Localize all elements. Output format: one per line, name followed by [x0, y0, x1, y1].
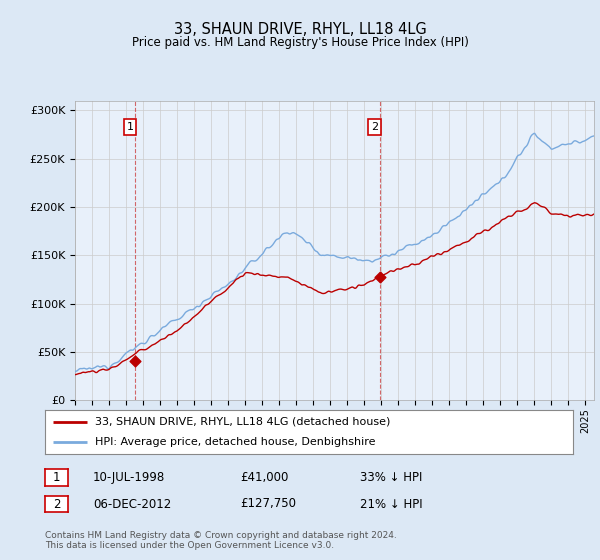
- Text: 10-JUL-1998: 10-JUL-1998: [93, 470, 165, 484]
- Text: £127,750: £127,750: [240, 497, 296, 511]
- Text: 33, SHAUN DRIVE, RHYL, LL18 4LG: 33, SHAUN DRIVE, RHYL, LL18 4LG: [173, 22, 427, 38]
- Text: 33, SHAUN DRIVE, RHYL, LL18 4LG (detached house): 33, SHAUN DRIVE, RHYL, LL18 4LG (detache…: [95, 417, 391, 427]
- Text: 2: 2: [53, 497, 60, 511]
- Point: [375, 273, 385, 282]
- Text: Price paid vs. HM Land Registry's House Price Index (HPI): Price paid vs. HM Land Registry's House …: [131, 36, 469, 49]
- Text: 06-DEC-2012: 06-DEC-2012: [93, 497, 171, 511]
- Text: 1: 1: [53, 470, 60, 484]
- Text: £41,000: £41,000: [240, 470, 289, 484]
- Text: 2: 2: [371, 122, 379, 132]
- Point: [130, 356, 140, 365]
- Text: Contains HM Land Registry data © Crown copyright and database right 2024.
This d: Contains HM Land Registry data © Crown c…: [45, 531, 397, 550]
- Text: 33% ↓ HPI: 33% ↓ HPI: [360, 470, 422, 484]
- Text: 21% ↓ HPI: 21% ↓ HPI: [360, 497, 422, 511]
- Text: HPI: Average price, detached house, Denbighshire: HPI: Average price, detached house, Denb…: [95, 437, 376, 447]
- Text: 1: 1: [127, 122, 134, 132]
